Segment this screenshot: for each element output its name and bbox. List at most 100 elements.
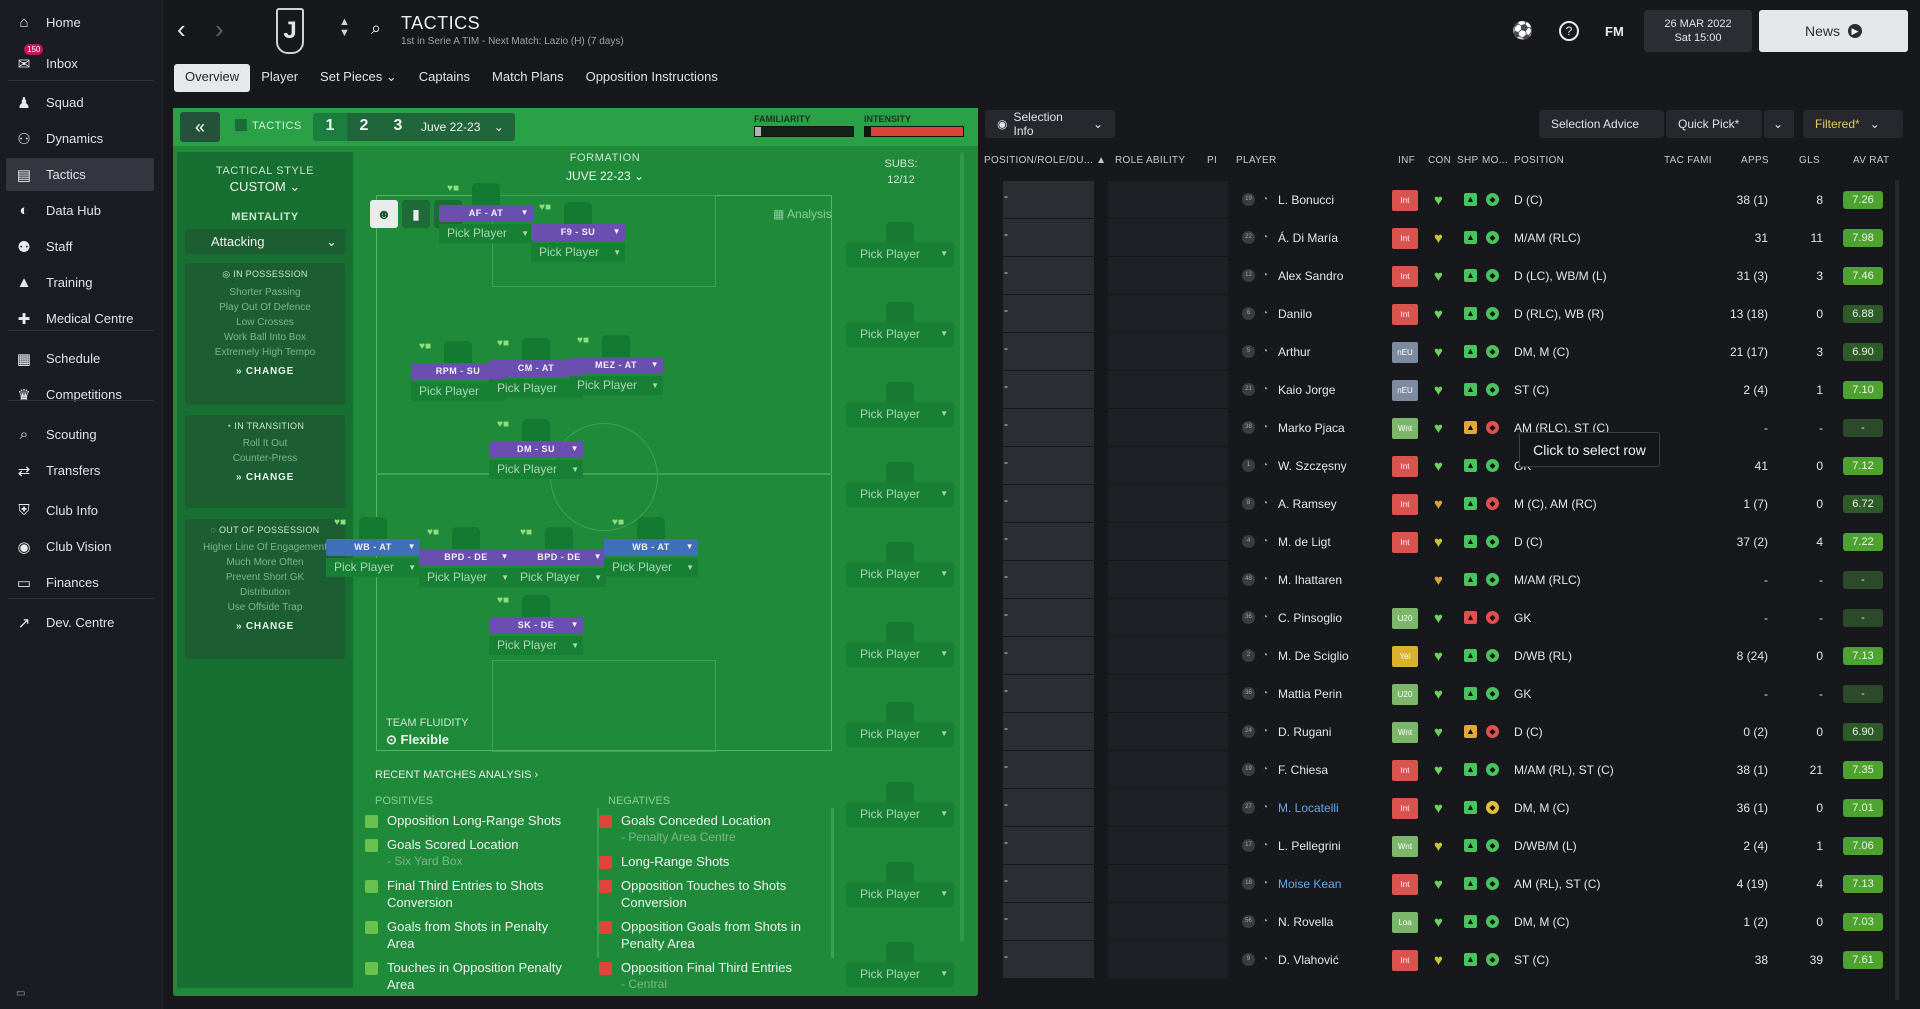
sidebar-item-club-vision[interactable]: ◉ Club Vision: [6, 530, 154, 563]
tab-match-plans[interactable]: Match Plans: [481, 64, 575, 92]
table-row[interactable]: - 21 ◔ Kaio Jorge nEU ♥ ▲ ◆ ST (C) 2 (4) 1 7.10: [983, 371, 1903, 409]
sub-slot[interactable]: Pick Player ▼: [846, 462, 954, 507]
table-row[interactable]: - 5 ◔ Arthur nEU ♥ ▲ ◆ DM, M (C) 21 (17) 3 6.90: [983, 333, 1903, 371]
role-label[interactable]: SK - DE ▼: [489, 617, 583, 634]
selection-info-dropdown[interactable]: ◉ Selection Info ⌄: [985, 110, 1115, 138]
player-name[interactable]: N. Rovella: [1278, 915, 1334, 929]
role-cell[interactable]: [1003, 789, 1094, 826]
player-name[interactable]: Mattia Perin: [1278, 687, 1343, 701]
pitch-position-4[interactable]: ♥■CM - AT▼Pick Player▼: [489, 338, 583, 420]
table-row[interactable]: - 9 ◔ D. Vlahović Int ♥ ▲ ◆ ST (C) 38 39 7.61: [983, 941, 1903, 979]
pitch-position-2[interactable]: ♥■ F9 - SU ▼ Pick Player ▼: [531, 202, 625, 284]
back-arrow-icon[interactable]: ‹: [177, 14, 186, 44]
table-row[interactable]: - 6 ◔ Danilo Int ♥ ▲ ◆ D (RLC), WB (R) 13 (18) 0 6.…: [983, 295, 1903, 333]
table-row[interactable]: - 19 ◔ L. Bonucci Int ♥ ▲ ◆ D (C) 38 (1) 8 7.26: [983, 181, 1903, 219]
quick-pick-dropdown[interactable]: ⌄: [1764, 110, 1794, 138]
analysis-fact[interactable]: Long-Range Shots: [621, 854, 730, 869]
role-cell[interactable]: [1003, 295, 1094, 332]
pick-player-dropdown[interactable]: Pick Player▼: [419, 568, 513, 587]
sub-slot[interactable]: Pick Player ▼: [846, 542, 954, 587]
intensity-bar[interactable]: [864, 126, 964, 137]
sidebar-item-scouting[interactable]: ⌕ Scouting: [6, 418, 154, 451]
player-name[interactable]: F. Chiesa: [1278, 763, 1329, 777]
role-label[interactable]: WB - AT ▼: [326, 539, 420, 556]
role-cell[interactable]: [1003, 561, 1094, 598]
role-label[interactable]: DM - SU ▼: [489, 441, 583, 458]
role-cell[interactable]: [1003, 447, 1094, 484]
table-row[interactable]: - 12 ◔ Alex Sandro Int ♥ ▲ ◆ D (LC), WB/M (L) 31 …: [983, 257, 1903, 295]
forward-arrow-icon[interactable]: ›: [215, 14, 224, 44]
table-row[interactable]: - 2 ◔ M. De Sciglio Yel ♥ ▲ ◆ D/WB (RL) 8 (24) 0 7.…: [983, 637, 1903, 675]
tab-opposition-instructions[interactable]: Opposition Instructions: [575, 64, 729, 92]
tactic-slot-1[interactable]: 1: [313, 113, 347, 141]
col-morale[interactable]: MO...: [1482, 155, 1508, 166]
col-pi[interactable]: PI: [1207, 155, 1218, 166]
pitch-position-10[interactable]: ♥■ WB - AT ▼ Pick Player ▼: [604, 517, 698, 599]
analysis-fact[interactable]: Goals from Shots in Penalty Area: [387, 919, 549, 951]
pick-player-dropdown[interactable]: Pick Player▼: [846, 242, 954, 267]
analysis-scrollbar[interactable]: [831, 808, 834, 958]
pick-player-dropdown[interactable]: Pick Player▼: [846, 722, 954, 747]
table-row[interactable]: - 27 ◔ M. Locatelli Int ♥ ▲ ◆ DM, M (C) 36 (1) 0 7.…: [983, 789, 1903, 827]
role-cell[interactable]: [1003, 941, 1094, 978]
tab-overview[interactable]: Overview: [174, 64, 251, 92]
continue-date-box[interactable]: 26 MAR 2022 Sat 15:00: [1644, 10, 1752, 52]
sidebar-item-inbox[interactable]: ✉ 150 Inbox: [6, 44, 154, 80]
player-view-button[interactable]: ☻: [370, 200, 398, 228]
sidebar-item-schedule[interactable]: ▦ Schedule: [6, 342, 154, 375]
familiarity-bar[interactable]: [754, 126, 854, 137]
collapse-panel-button[interactable]: «: [180, 112, 220, 142]
pitch-position-5[interactable]: ♥■ MEZ - AT ▼ Pick Player ▼: [569, 335, 663, 417]
sub-slot[interactable]: Pick Player ▼: [846, 222, 954, 267]
analysis-fact[interactable]: Goals Scored Location - Six Yard Box: [387, 837, 519, 868]
sub-slot[interactable]: Pick Player ▼: [846, 942, 954, 987]
table-row[interactable]: - 56 ◔ N. Rovella Loa ♥ ▲ ◆ DM, M (C) 1 (2) 0 7.03: [983, 903, 1903, 941]
sidebar-item-data-hub[interactable]: ◐ Data Hub: [6, 194, 154, 227]
sidebar-item-squad[interactable]: ♟ Squad: [6, 86, 154, 119]
player-name[interactable]: Arthur: [1278, 345, 1311, 359]
table-row[interactable]: - 19 ◔ F. Chiesa Int ♥ ▲ ◆ M/AM (RL), ST (C) 38 (…: [983, 751, 1903, 789]
player-name[interactable]: Á. Di María: [1278, 231, 1339, 245]
role-cell[interactable]: [1003, 865, 1094, 902]
role-cell[interactable]: [1003, 333, 1094, 370]
tab-player[interactable]: Player: [250, 64, 309, 92]
pick-player-dropdown[interactable]: Pick Player▼: [846, 882, 954, 907]
sidebar-item-competitions[interactable]: ♛ Competitions: [6, 378, 154, 411]
analysis-fact[interactable]: Opposition Long-Range Shots: [387, 813, 562, 828]
player-name[interactable]: Moise Kean: [1278, 877, 1342, 891]
player-name[interactable]: D. Rugani: [1278, 725, 1332, 739]
table-row[interactable]: - 4 ◔ M. de Ligt Int ♥ ▲ ◆ D (C) 37 (2) 4 7.22: [983, 523, 1903, 561]
pitch-position-3[interactable]: ♥■RPM - SU▼Pick Player▼: [411, 341, 505, 423]
player-name[interactable]: Danilo: [1278, 307, 1313, 321]
player-name[interactable]: C. Pinsoglio: [1278, 611, 1343, 625]
in-possession-change-button[interactable]: » CHANGE: [235, 366, 295, 377]
role-cell[interactable]: [1003, 409, 1094, 446]
analysis-fact[interactable]: Goals Conceded Location - Penalty Area Ce…: [621, 813, 771, 844]
analysis-fact[interactable]: Opposition Touches to Shots Conversion: [621, 878, 787, 910]
table-row[interactable]: - 36 ◔ Mattia Perin U20 ♥ ▲ ◆ GK - - -: [983, 675, 1903, 713]
table-row[interactable]: - 48 ◔ M. Ihattaren ♥ ▲ ◆ M/AM (RLC) - - -: [983, 561, 1903, 599]
role-cell[interactable]: [1003, 713, 1094, 750]
subs-scrollbar[interactable]: [960, 152, 964, 942]
sidebar-item-training[interactable]: ▲ Training: [6, 266, 154, 299]
role-cell[interactable]: [1003, 637, 1094, 674]
sidebar-item-dev-centre[interactable]: ↗ Dev. Centre: [6, 606, 154, 639]
pick-player-dropdown[interactable]: Pick Player▼: [846, 562, 954, 587]
table-row[interactable]: - 38 ◔ Marko Pjaca Wnt ♥ ▲ ◆ AM (RLC), ST (C) - - -: [983, 409, 1903, 447]
switch-club-arrows-icon[interactable]: ▲ ▼: [339, 16, 350, 39]
sub-slot[interactable]: Pick Player ▼: [846, 622, 954, 667]
tactic-slot-2[interactable]: 2: [359, 117, 369, 134]
pitch-position-6[interactable]: ♥■ DM - SU ▼ Pick Player ▼: [489, 419, 583, 501]
col-inf[interactable]: INF: [1398, 155, 1416, 166]
fm-menu-button[interactable]: FM: [1605, 24, 1624, 39]
role-cell[interactable]: [1003, 751, 1094, 788]
sub-slot[interactable]: Pick Player ▼: [846, 302, 954, 347]
sub-slot[interactable]: Pick Player ▼: [846, 862, 954, 907]
role-label[interactable]: MEZ - AT ▼: [569, 357, 663, 374]
table-row[interactable]: - 22 ◔ Á. Di María Int ♥ ▲ ◆ M/AM (RLC) 31 11 7.98: [983, 219, 1903, 257]
role-cell[interactable]: [1003, 675, 1094, 712]
analysis-button[interactable]: ▦ Analysis: [773, 207, 832, 221]
chat-icon[interactable]: ▭: [16, 988, 26, 999]
table-row[interactable]: - 17 ◔ L. Pellegrini Wnt ♥ ▲ ◆ D/WB/M (L) 2 (4) 1 7…: [983, 827, 1903, 865]
